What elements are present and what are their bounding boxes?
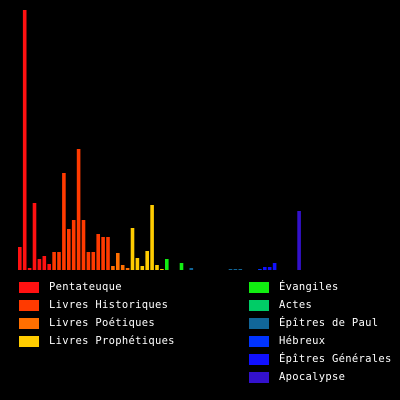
bar — [22, 10, 27, 270]
bar — [233, 269, 238, 270]
bar — [71, 220, 76, 270]
legend-item-hebreux: Hébreux — [249, 334, 325, 348]
legend-label: Pentateuque — [49, 281, 122, 293]
bar — [57, 252, 61, 270]
bar — [32, 203, 37, 270]
bar — [18, 247, 22, 270]
bar — [130, 228, 135, 270]
legend-label: Épîtres de Paul — [279, 317, 379, 329]
bar — [86, 252, 91, 270]
legend-label: Épîtres Générales — [279, 353, 392, 365]
legend-swatch — [249, 353, 269, 365]
legend-label: Livres Poétiques — [49, 317, 155, 329]
legend-swatch — [19, 299, 39, 311]
bar — [160, 269, 164, 270]
legend-swatch — [19, 335, 39, 347]
bar — [228, 269, 233, 270]
bar — [42, 256, 47, 270]
bar — [116, 253, 120, 270]
legend-swatch — [249, 299, 269, 311]
bar — [52, 252, 56, 270]
legend-label: Apocalypse — [279, 371, 346, 383]
bar — [76, 149, 81, 270]
legend-swatch — [249, 317, 269, 329]
bar — [96, 234, 100, 270]
bar — [81, 220, 86, 270]
legend-item-pentateuque: Pentateuque — [19, 280, 122, 294]
legend-item-actes: Actes — [249, 298, 312, 312]
bar — [145, 251, 149, 270]
bar — [120, 265, 125, 270]
bar — [267, 267, 272, 270]
bar — [67, 229, 71, 270]
bar — [27, 268, 32, 270]
bar — [238, 269, 243, 270]
legend-label: Hébreux — [279, 335, 326, 347]
bar — [101, 237, 105, 270]
legend-item-livres-prophetiques: Livres Prophétiques — [19, 334, 175, 348]
bar — [155, 265, 159, 270]
legend-label: Livres Prophétiques — [49, 335, 175, 347]
bar — [62, 173, 66, 270]
legend-swatch — [249, 281, 269, 293]
bar — [263, 267, 267, 270]
legend-label: Évangiles — [279, 281, 339, 293]
bar — [125, 268, 130, 270]
bar — [140, 266, 145, 270]
legend-swatch — [19, 317, 39, 329]
bar — [106, 237, 110, 270]
legend-swatch — [19, 281, 39, 293]
legend-item-livres-historiques: Livres Historiques — [19, 298, 168, 312]
bar — [47, 264, 51, 270]
legend-item-apocalypse: Apocalypse — [249, 370, 345, 384]
bar — [91, 252, 96, 270]
bar — [111, 266, 115, 270]
bar — [297, 211, 301, 270]
legend-swatch — [249, 335, 269, 347]
bar — [165, 259, 169, 270]
bar — [258, 269, 262, 270]
legend-label: Actes — [279, 299, 313, 311]
bar — [272, 263, 277, 270]
legend-item-livres-poetiques: Livres Poétiques — [19, 316, 155, 330]
bar — [179, 263, 184, 270]
bar — [135, 258, 140, 270]
legend-item-epitres-de-paul: Épîtres de Paul — [249, 316, 378, 330]
legend-swatch — [249, 371, 269, 383]
bar — [189, 268, 194, 270]
legend-item-epitres-generales: Épîtres Générales — [249, 352, 392, 366]
bar — [37, 259, 42, 270]
legend-label: Livres Historiques — [49, 299, 169, 311]
legend-item-evangiles: Évangiles — [249, 280, 339, 294]
bar — [150, 205, 154, 270]
